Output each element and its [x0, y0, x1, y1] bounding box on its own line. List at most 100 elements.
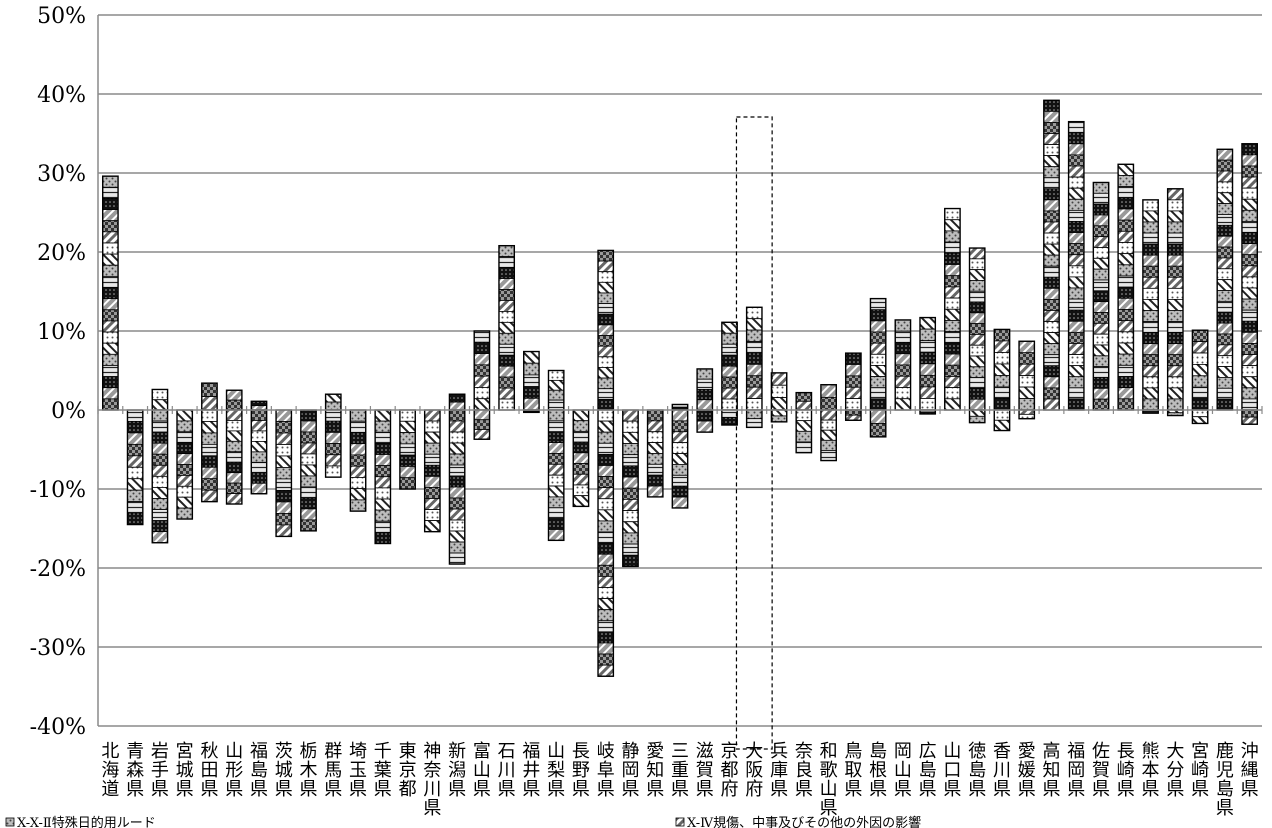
segment: [1043, 232, 1060, 245]
segment: [993, 375, 1011, 388]
bar-神奈川県: [423, 409, 441, 533]
segment: [795, 420, 812, 432]
segment: [1117, 264, 1134, 277]
segment: [1216, 203, 1233, 215]
segment: [1068, 154, 1085, 167]
segment: [969, 323, 986, 335]
y-tick-label: -10%: [30, 478, 86, 503]
bar-北海道: [102, 175, 119, 411]
segment: [721, 417, 738, 426]
segment: [597, 542, 614, 555]
segment: [127, 478, 144, 491]
x-tick-label-宮城県: 宮城県: [176, 741, 194, 800]
segment: [597, 553, 614, 566]
segment: [449, 508, 466, 521]
segment: [597, 620, 614, 633]
segment: [325, 443, 342, 456]
bar-東京都: [399, 409, 416, 490]
segment: [1142, 365, 1159, 378]
segment: [1167, 354, 1184, 367]
bar-沖縄県: [1241, 143, 1258, 425]
segment: [548, 389, 565, 401]
segment: [1092, 301, 1110, 313]
x-tick-label-佐賀県: 佐賀県: [1092, 741, 1110, 800]
segment: [622, 443, 639, 456]
segment: [1167, 287, 1184, 300]
segment: [1241, 387, 1258, 400]
segment: [473, 409, 490, 421]
segment: [151, 487, 168, 499]
segment: [597, 377, 614, 390]
segment: [349, 454, 367, 467]
segment: [647, 485, 664, 498]
segment: [1167, 221, 1184, 234]
segment: [1043, 365, 1060, 378]
bar-栃木県: [300, 409, 317, 532]
segment: [597, 281, 614, 294]
segment: [597, 367, 614, 379]
y-tick-label: -20%: [30, 557, 86, 582]
segment: [622, 431, 639, 444]
x-tick-label-鳥取県: 鳥取県: [844, 741, 862, 800]
bar-長崎県: [1117, 163, 1135, 411]
segment: [597, 465, 614, 477]
x-tick-label-東京都: 東京都: [399, 741, 417, 800]
segment: [201, 396, 218, 411]
segment: [102, 209, 119, 222]
segment: [201, 443, 218, 457]
bar-山梨県: [547, 369, 565, 542]
bar-兵庫県: [770, 372, 788, 423]
segment: [226, 399, 243, 411]
segment: [647, 442, 664, 454]
segment: [424, 498, 441, 510]
segment: [374, 531, 391, 544]
segment: [498, 365, 515, 378]
segment: [597, 420, 614, 433]
segment: [597, 335, 614, 347]
segment: [1241, 365, 1258, 378]
segment: [300, 486, 317, 499]
segment: [870, 387, 887, 400]
segment: [870, 423, 887, 438]
segment: [1068, 398, 1085, 411]
segment: [919, 363, 936, 376]
x-tick-label-大阪府: 大阪府: [745, 741, 763, 800]
segment: [1043, 144, 1060, 157]
segment: [176, 485, 193, 498]
segment: [1192, 386, 1209, 400]
segment: [102, 387, 119, 400]
segment: [597, 587, 614, 599]
segment: [1068, 331, 1085, 344]
segment: [1216, 290, 1233, 302]
bar-茨城県: [275, 409, 293, 538]
segment: [201, 382, 218, 397]
segment: [696, 378, 713, 390]
segment: [1043, 321, 1060, 333]
segment: [597, 531, 614, 544]
segment: [127, 466, 144, 480]
segment: [226, 389, 243, 401]
bar-大阪府: [745, 306, 763, 429]
segment: [944, 208, 961, 221]
segment: [176, 420, 193, 433]
bar-愛媛県: [1018, 340, 1036, 420]
segment: [1068, 365, 1085, 378]
segment: [845, 409, 862, 416]
segment: [597, 609, 614, 622]
segment: [820, 450, 837, 461]
segment: [399, 409, 416, 422]
segment: [250, 420, 268, 432]
segment: [944, 320, 961, 333]
segment: [969, 409, 986, 417]
segment: [1092, 344, 1110, 357]
segment: [325, 465, 342, 478]
x-tick-label-大分県: 大分県: [1166, 741, 1184, 800]
segment: [1117, 219, 1134, 232]
segment: [424, 409, 441, 422]
segment: [449, 530, 466, 543]
segment: [1192, 352, 1209, 365]
x-tick-label-三重県: 三重県: [671, 741, 689, 800]
bar-香川県: [993, 328, 1011, 432]
segment: [275, 524, 292, 537]
bar-熊本県: [1142, 199, 1159, 414]
